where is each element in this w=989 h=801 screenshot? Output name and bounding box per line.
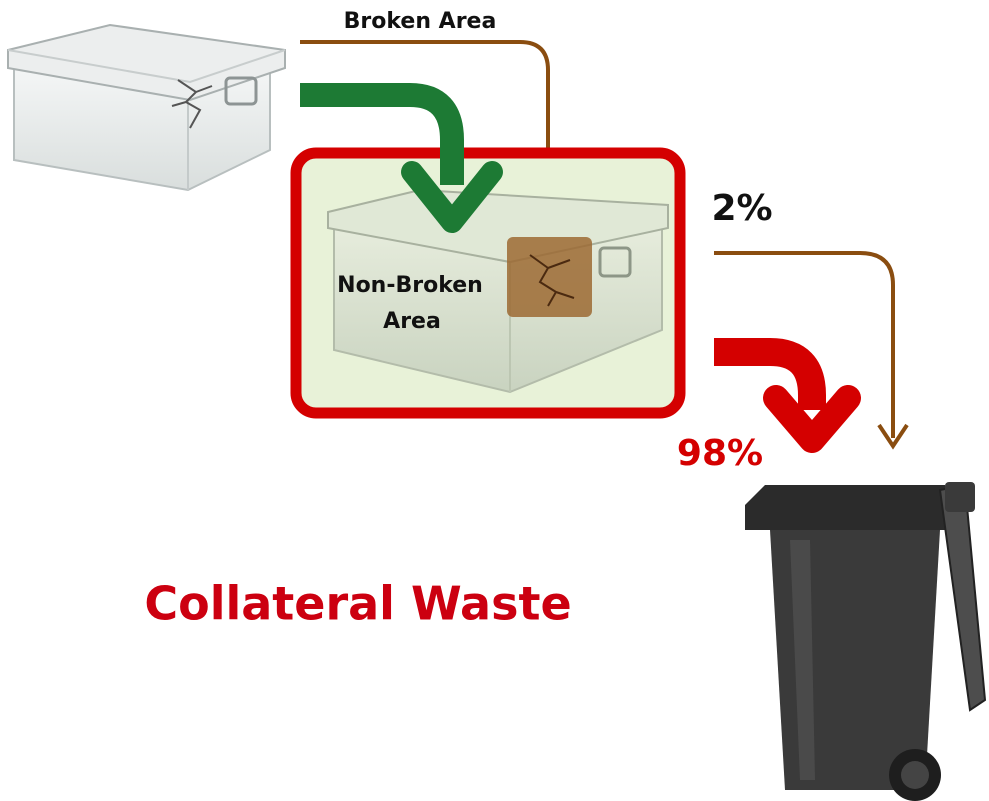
broken-label: Broken Area (344, 9, 497, 34)
small-share: 2% (711, 188, 772, 229)
crack (529, 254, 575, 307)
waste-bin (745, 482, 987, 801)
non-broken-label: Area (383, 309, 441, 334)
small-share-arrowhead (877, 423, 909, 450)
small-share-arrow (714, 251, 895, 438)
large-share: 98% (677, 433, 763, 474)
title: Collateral Waste (144, 577, 571, 631)
broken-box (7, 23, 286, 192)
green-arrow (300, 83, 464, 185)
broken-arrow (300, 40, 550, 220)
large-share-arrow (714, 338, 826, 410)
large-share-arrowhead (763, 385, 861, 453)
non-broken-label: Non-Broken (337, 273, 483, 298)
green-arrowhead (401, 161, 503, 233)
